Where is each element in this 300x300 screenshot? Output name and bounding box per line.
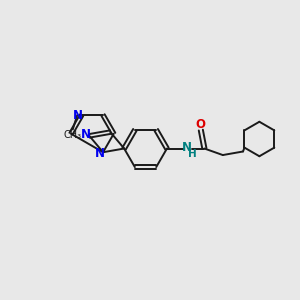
Text: N: N xyxy=(73,109,82,122)
Text: N: N xyxy=(95,147,105,160)
Text: H: H xyxy=(188,149,197,159)
Text: N: N xyxy=(182,141,192,154)
Text: O: O xyxy=(196,118,206,130)
Text: CH₃: CH₃ xyxy=(64,130,82,140)
Text: N: N xyxy=(81,128,91,141)
